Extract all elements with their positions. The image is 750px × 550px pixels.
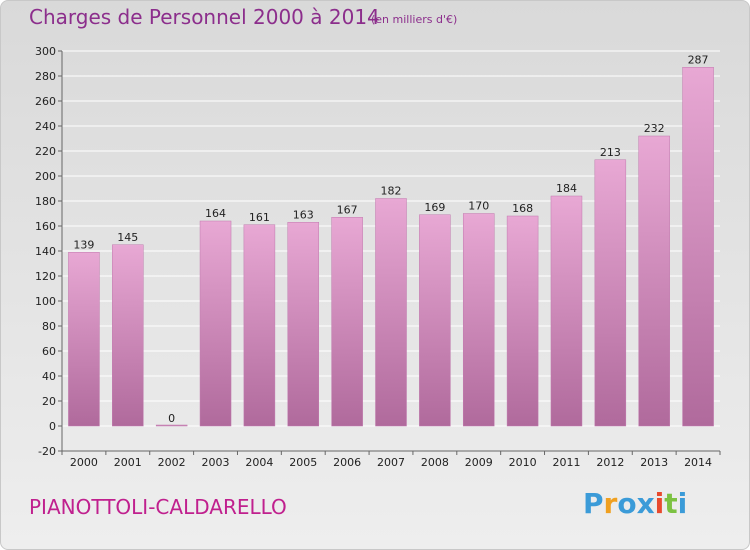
y-tick-label: 280	[35, 70, 56, 83]
x-tick-label: 2001	[114, 456, 142, 469]
y-tick-label: 20	[42, 395, 56, 408]
x-tick-label: 2007	[377, 456, 405, 469]
bar	[243, 224, 276, 427]
x-tick-label: 2009	[465, 456, 493, 469]
bar	[375, 198, 407, 427]
y-tick-label: 180	[35, 195, 56, 208]
data-label: 163	[293, 208, 314, 221]
data-label: 0	[168, 412, 175, 425]
data-label: 139	[73, 238, 94, 251]
y-tick-label: 0	[49, 420, 56, 433]
data-label: 232	[644, 122, 665, 135]
logo-letter: P	[583, 487, 604, 520]
data-label: 170	[468, 200, 489, 213]
bar	[638, 135, 670, 427]
logo-letter: i	[654, 487, 665, 520]
y-tick-label: 80	[42, 320, 56, 333]
y-tick-label: 300	[35, 45, 56, 58]
bar	[594, 159, 627, 427]
data-label: 161	[249, 211, 270, 224]
y-tick-label: 60	[42, 345, 56, 358]
data-label: 164	[205, 207, 226, 220]
data-label: 167	[337, 203, 358, 216]
y-tick-label: 200	[35, 170, 56, 183]
bar	[68, 252, 100, 427]
x-tick-label: 2002	[158, 456, 186, 469]
bar	[506, 215, 539, 427]
bar	[155, 424, 188, 427]
data-label: 168	[512, 202, 533, 215]
x-tick-label: 2005	[289, 456, 317, 469]
x-tick-label: 2008	[421, 456, 449, 469]
logo-letter: i	[677, 487, 688, 520]
bar	[331, 217, 363, 427]
logo-letter: o	[617, 487, 637, 520]
bar	[682, 67, 714, 427]
x-tick-label: 2006	[333, 456, 361, 469]
data-label: 184	[556, 182, 577, 195]
proxiti-logo: Proxiti	[583, 487, 687, 520]
place-name: PIANOTTOLI-CALDARELLO	[29, 495, 287, 519]
bar	[199, 220, 232, 427]
x-tick-label: 2011	[552, 456, 580, 469]
y-tick-label: 160	[35, 220, 56, 233]
logo-letter: x	[636, 487, 655, 520]
data-label: 182	[381, 185, 402, 198]
x-tick-label: 2012	[596, 456, 624, 469]
data-label: 213	[600, 146, 621, 159]
bar	[419, 214, 451, 427]
data-label: 287	[688, 53, 709, 66]
y-tick-label: 140	[35, 245, 56, 258]
x-tick-label: 2013	[640, 456, 668, 469]
chart-title: Charges de Personnel 2000 à 2014	[29, 5, 380, 29]
data-label: 145	[117, 231, 138, 244]
y-tick-label: 100	[35, 295, 56, 308]
bar	[462, 213, 495, 427]
x-tick-label: 2003	[202, 456, 230, 469]
x-tick-label: 2014	[684, 456, 712, 469]
bar	[287, 222, 320, 427]
y-tick-label: 120	[35, 270, 56, 283]
y-tick-label: 40	[42, 370, 56, 383]
logo-letter: t	[664, 487, 678, 520]
bar	[112, 244, 144, 427]
y-tick-label: 240	[35, 120, 56, 133]
data-label: 169	[424, 201, 445, 214]
logo-letter: r	[603, 487, 618, 520]
x-tick-label: 2004	[245, 456, 273, 469]
y-tick-label: 220	[35, 145, 56, 158]
chart-subtitle: (en milliers d'€)	[371, 13, 458, 26]
x-tick-label: 2000	[70, 456, 98, 469]
y-tick-label: 260	[35, 95, 56, 108]
x-tick-label: 2010	[509, 456, 537, 469]
y-tick-label: -20	[38, 445, 56, 458]
bar	[550, 195, 583, 427]
